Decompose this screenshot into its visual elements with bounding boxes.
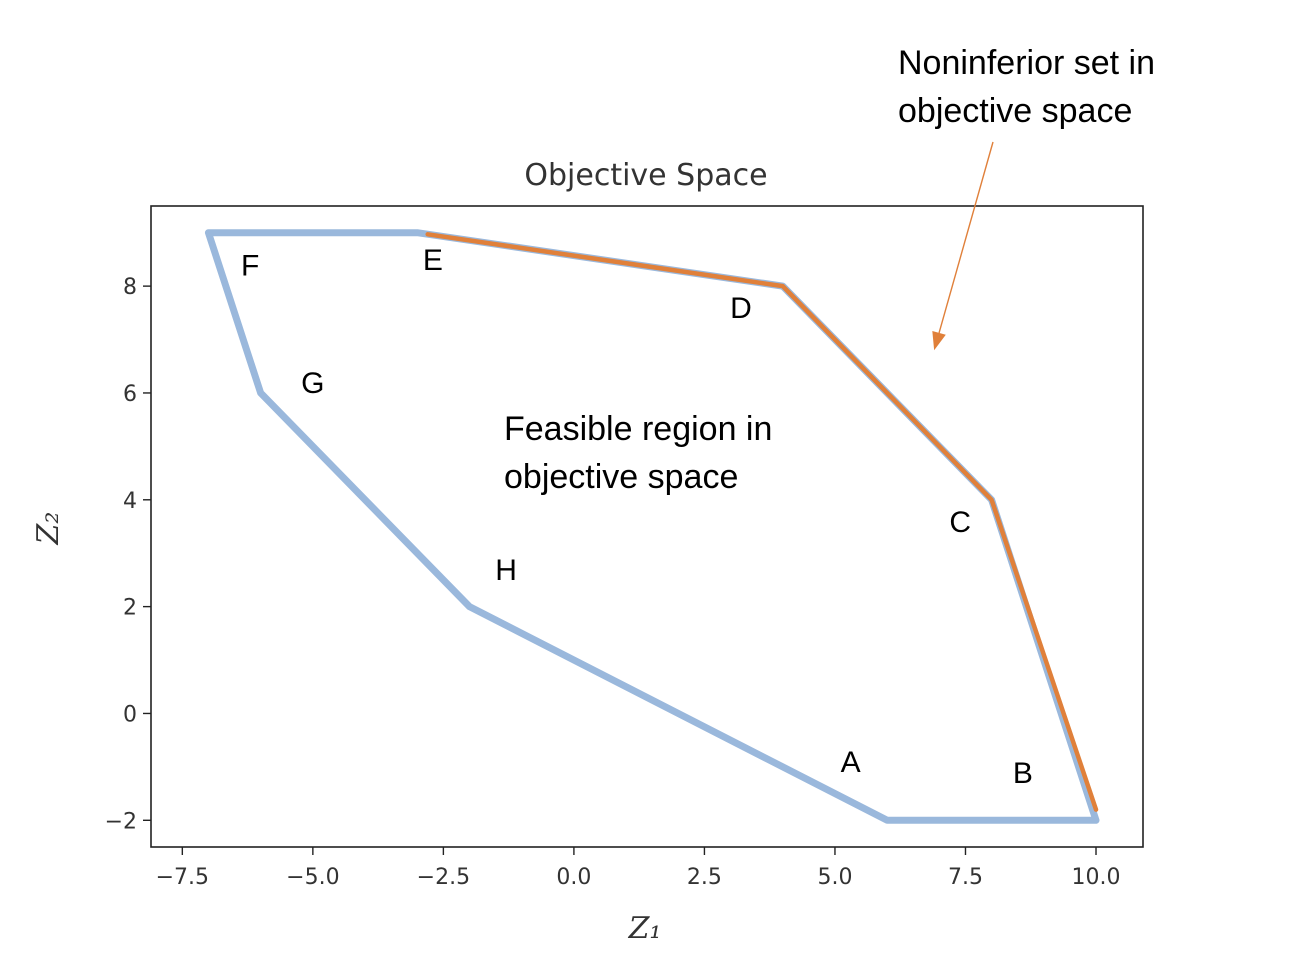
annotations: Feasible region in objective space Nonin… — [504, 44, 1164, 496]
chart-title: Objective Space — [524, 158, 767, 193]
y-tick-label: −2 — [105, 809, 137, 834]
series-layer — [204, 229, 1100, 824]
feasible-region-annotation-line-1: Feasible region in — [504, 410, 772, 448]
x-tick-label: −7.5 — [156, 865, 209, 890]
x-axis-label: Z₁ — [628, 911, 662, 946]
x-tick-label: 10.0 — [1072, 865, 1121, 890]
plot-frame — [150, 205, 1144, 848]
point-labels: A B C D E F G H — [241, 244, 1033, 790]
y-tick-label: 2 — [123, 596, 137, 621]
feasible-region-annotation-line-2: objective space — [504, 458, 738, 496]
x-tick-label: 5.0 — [817, 865, 852, 890]
noninferior-set-annotation: Noninferior set in objective space — [898, 44, 1164, 130]
noninferior-set-annotation-line-2: objective space — [898, 92, 1132, 130]
point-label-f: F — [241, 249, 259, 282]
x-tick-label: 7.5 — [948, 865, 983, 890]
point-label-a: A — [841, 746, 861, 779]
x-tick-label: −2.5 — [417, 865, 470, 890]
point-label-h: H — [495, 554, 517, 587]
y-tick-label: 8 — [123, 275, 137, 300]
annotation-arrow-shaft — [938, 141, 994, 334]
y-tick-label: 4 — [123, 489, 137, 514]
noninferior-set-annotation-line-1: Noninferior set in — [898, 44, 1155, 82]
point-label-c: C — [949, 506, 971, 539]
x-tick-label: 2.5 — [687, 865, 722, 890]
y-tick-label: 0 — [123, 702, 137, 727]
annotation-arrow-head — [932, 330, 946, 351]
feasible-region-annotation: Feasible region in objective space — [504, 410, 782, 496]
x-axis-ticks: −7.5 −5.0 −2.5 0.0 2.5 5.0 7.5 10.0 — [156, 847, 1121, 890]
point-label-b: B — [1013, 757, 1033, 790]
y-axis-ticks: −2 0 2 4 6 8 — [105, 275, 151, 834]
x-tick-label: 0.0 — [556, 865, 591, 890]
noninferior-set-line — [425, 232, 1099, 812]
point-label-d: D — [730, 292, 752, 325]
point-label-e: E — [423, 244, 443, 277]
point-label-g: G — [301, 367, 324, 400]
y-axis-label: Z₂ — [31, 512, 66, 546]
y-tick-label: 6 — [123, 382, 137, 407]
x-tick-label: −5.0 — [286, 865, 339, 890]
